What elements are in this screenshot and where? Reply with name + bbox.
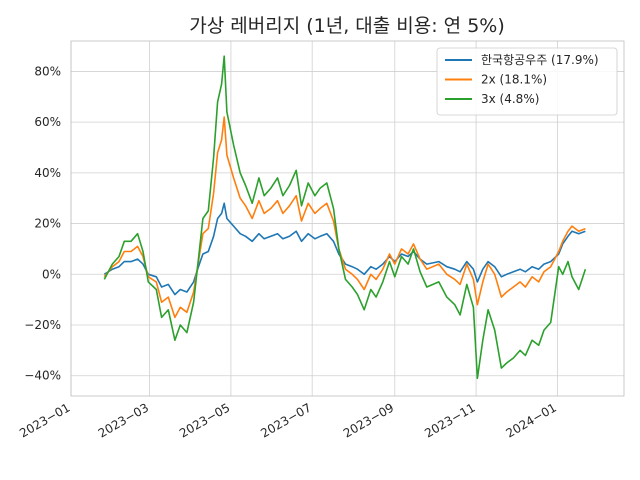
y-tick-label: 40% (34, 166, 61, 180)
series-line-1 (103, 202, 586, 296)
legend: 한국항공우주 (17.9%) 2x (18.1%) 3x (4.8%) (436, 47, 618, 116)
plot-frame (70, 40, 625, 397)
series-lines (103, 55, 587, 380)
x-tick-label: 2023−09 (341, 400, 396, 440)
y-tick-label: 0% (42, 267, 61, 281)
x-tick-label: 2023−05 (177, 400, 232, 440)
x-tick-label: 2023−07 (258, 400, 313, 440)
y-tick-label: 80% (34, 64, 61, 78)
x-tick-label: 2023−11 (422, 400, 477, 440)
y-tick-label: 60% (34, 115, 61, 129)
y-axis: −40% −20% 0% 20% 40% 60% 80% (24, 64, 61, 382)
y-tick-label: −20% (24, 318, 61, 332)
x-tick-label: 2023−03 (96, 400, 151, 440)
legend-label: 2x (18.1%) (481, 73, 547, 87)
legend-label: 한국항공우주 (17.9%) (481, 53, 599, 67)
series-line-2 (103, 116, 586, 319)
x-tick-label: 2023−01 (17, 400, 72, 440)
y-tick-label: −40% (24, 369, 61, 383)
chart-title: 가상 레버리지 (1년, 대출 비용: 연 5%) (189, 15, 505, 37)
legend-label: 3x (4.8%) (481, 92, 539, 106)
legend-box (436, 47, 618, 116)
series-line-3 (103, 55, 587, 380)
grid-lines (70, 41, 624, 396)
x-axis: 2023−01 2023−03 2023−05 2023−07 2023−09 2023−… (17, 400, 559, 440)
y-tick-label: 20% (34, 217, 61, 231)
x-tick-label: 2024−01 (503, 400, 558, 440)
